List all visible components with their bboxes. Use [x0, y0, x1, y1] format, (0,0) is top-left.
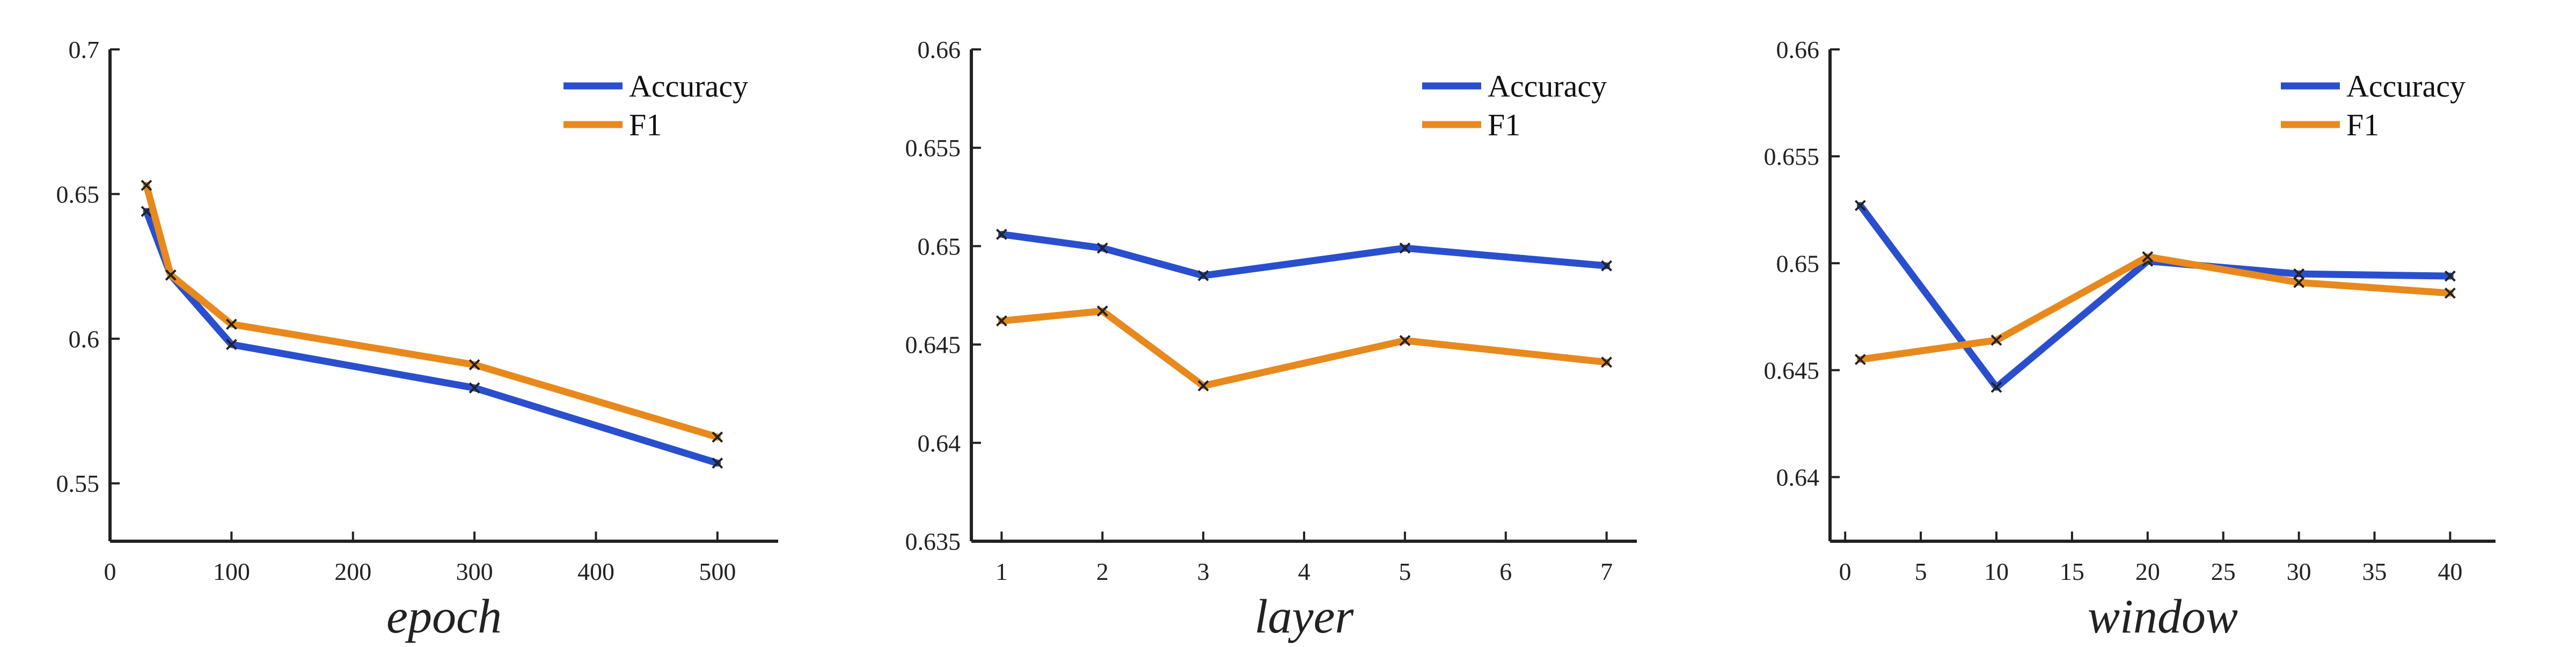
data-point-marker [1601, 357, 1613, 368]
y-tick-label: 0.645 [1764, 357, 1820, 384]
x-tick-label: 300 [456, 558, 493, 585]
data-point-marker [1601, 260, 1613, 272]
data-point-marker [469, 359, 480, 370]
x-tick-label: 6 [1499, 558, 1512, 585]
data-point-marker [469, 382, 480, 394]
series-line-f1 [998, 307, 1611, 390]
x-tick-label: 2 [1096, 558, 1109, 585]
x-tick-label: 10 [1984, 558, 2009, 585]
series-line-f1 [143, 181, 721, 441]
y-tick-label: 0.7 [69, 36, 100, 63]
x-tick-label: 35 [2362, 558, 2387, 585]
x-tick-label: 500 [699, 558, 736, 585]
data-point-marker [712, 431, 723, 443]
y-tick-label: 0.635 [905, 528, 961, 555]
legend-label: F1 [2346, 107, 2379, 142]
x-tick-label: 5 [1915, 558, 1927, 585]
data-point-marker [225, 318, 237, 330]
data-point-marker [996, 229, 1007, 240]
y-tick-label: 0.65 [56, 180, 100, 208]
legend-label: Accuracy [629, 69, 748, 104]
chart-panel-epoch: 0 100 200 300 400 500 0.55 0.6 0.65 0.7 epoch Accur… [56, 36, 778, 643]
legend-label: F1 [629, 107, 662, 142]
x-tick-label: 30 [2287, 558, 2311, 585]
chart-panel-window: 0 5 10 15 20 25 30 35 40 0.64 0.645 0.65 0.655 0.66 wi… [1764, 36, 2496, 643]
x-tick-label: 15 [2060, 558, 2084, 585]
x-axis-label: window [2088, 590, 2238, 643]
series-line-accuracy [998, 230, 1611, 279]
data-point-marker [1854, 200, 1866, 212]
x-tick-label: 40 [2438, 558, 2462, 585]
data-point-marker [1399, 242, 1411, 254]
data-point-marker [1096, 305, 1108, 317]
data-point-marker [1399, 335, 1411, 346]
data-point-marker [165, 269, 177, 281]
x-axis-label: epoch [386, 590, 502, 643]
data-point-marker [2445, 287, 2456, 299]
x-tick-label: 4 [1298, 558, 1311, 585]
x-tick-label: 100 [213, 558, 250, 585]
y-tick-label: 0.55 [56, 470, 100, 497]
x-tick-label: 1 [996, 558, 1008, 585]
data-point-marker [2293, 277, 2305, 288]
x-tick-label: 20 [2135, 558, 2160, 585]
y-tick-label: 0.655 [905, 134, 961, 162]
y-tick-label: 0.645 [905, 331, 961, 359]
data-point-marker [2142, 251, 2154, 263]
y-tick-label: 0.65 [1776, 250, 1820, 277]
x-tick-label: 25 [2211, 558, 2236, 585]
series-line-accuracy [143, 208, 721, 467]
x-axis-label: layer [1255, 590, 1355, 643]
x-tick-label: 0 [1839, 558, 1851, 585]
y-tick-label: 0.655 [1764, 143, 1820, 170]
data-point-marker [1990, 381, 2002, 393]
x-tick-label: 7 [1600, 558, 1613, 585]
x-tick-label: 5 [1399, 558, 1411, 585]
data-point-marker [712, 457, 723, 469]
chart-panel-layer: 1 2 3 4 5 6 7 0.635 0.64 0.645 0.65 0.655 0.66 layer A… [905, 36, 1637, 643]
series-line-accuracy [1856, 202, 2454, 391]
data-point-marker [225, 339, 237, 351]
y-tick-label: 0.65 [918, 232, 961, 260]
data-point-marker [1096, 242, 1108, 254]
y-tick-label: 0.64 [918, 430, 961, 457]
legend-label: Accuracy [1488, 69, 1607, 104]
data-point-marker [1197, 380, 1209, 391]
data-point-marker [1990, 335, 2002, 346]
legend-label: Accuracy [2346, 69, 2465, 104]
y-tick-label: 0.6 [69, 325, 100, 353]
data-point-marker [1197, 270, 1209, 281]
data-point-marker [996, 315, 1007, 327]
y-tick-label: 0.64 [1776, 464, 1820, 491]
legend-label: F1 [1488, 107, 1520, 142]
x-tick-label: 200 [334, 558, 371, 585]
x-tick-label: 400 [577, 558, 614, 585]
y-tick-label: 0.66 [1776, 36, 1820, 63]
x-tick-label: 0 [104, 558, 116, 585]
data-point-marker [141, 179, 152, 191]
data-point-marker [2445, 270, 2456, 282]
y-tick-label: 0.66 [918, 36, 961, 63]
data-point-marker [2293, 268, 2305, 280]
x-tick-label: 3 [1197, 558, 1210, 585]
data-point-marker [1854, 354, 1866, 365]
